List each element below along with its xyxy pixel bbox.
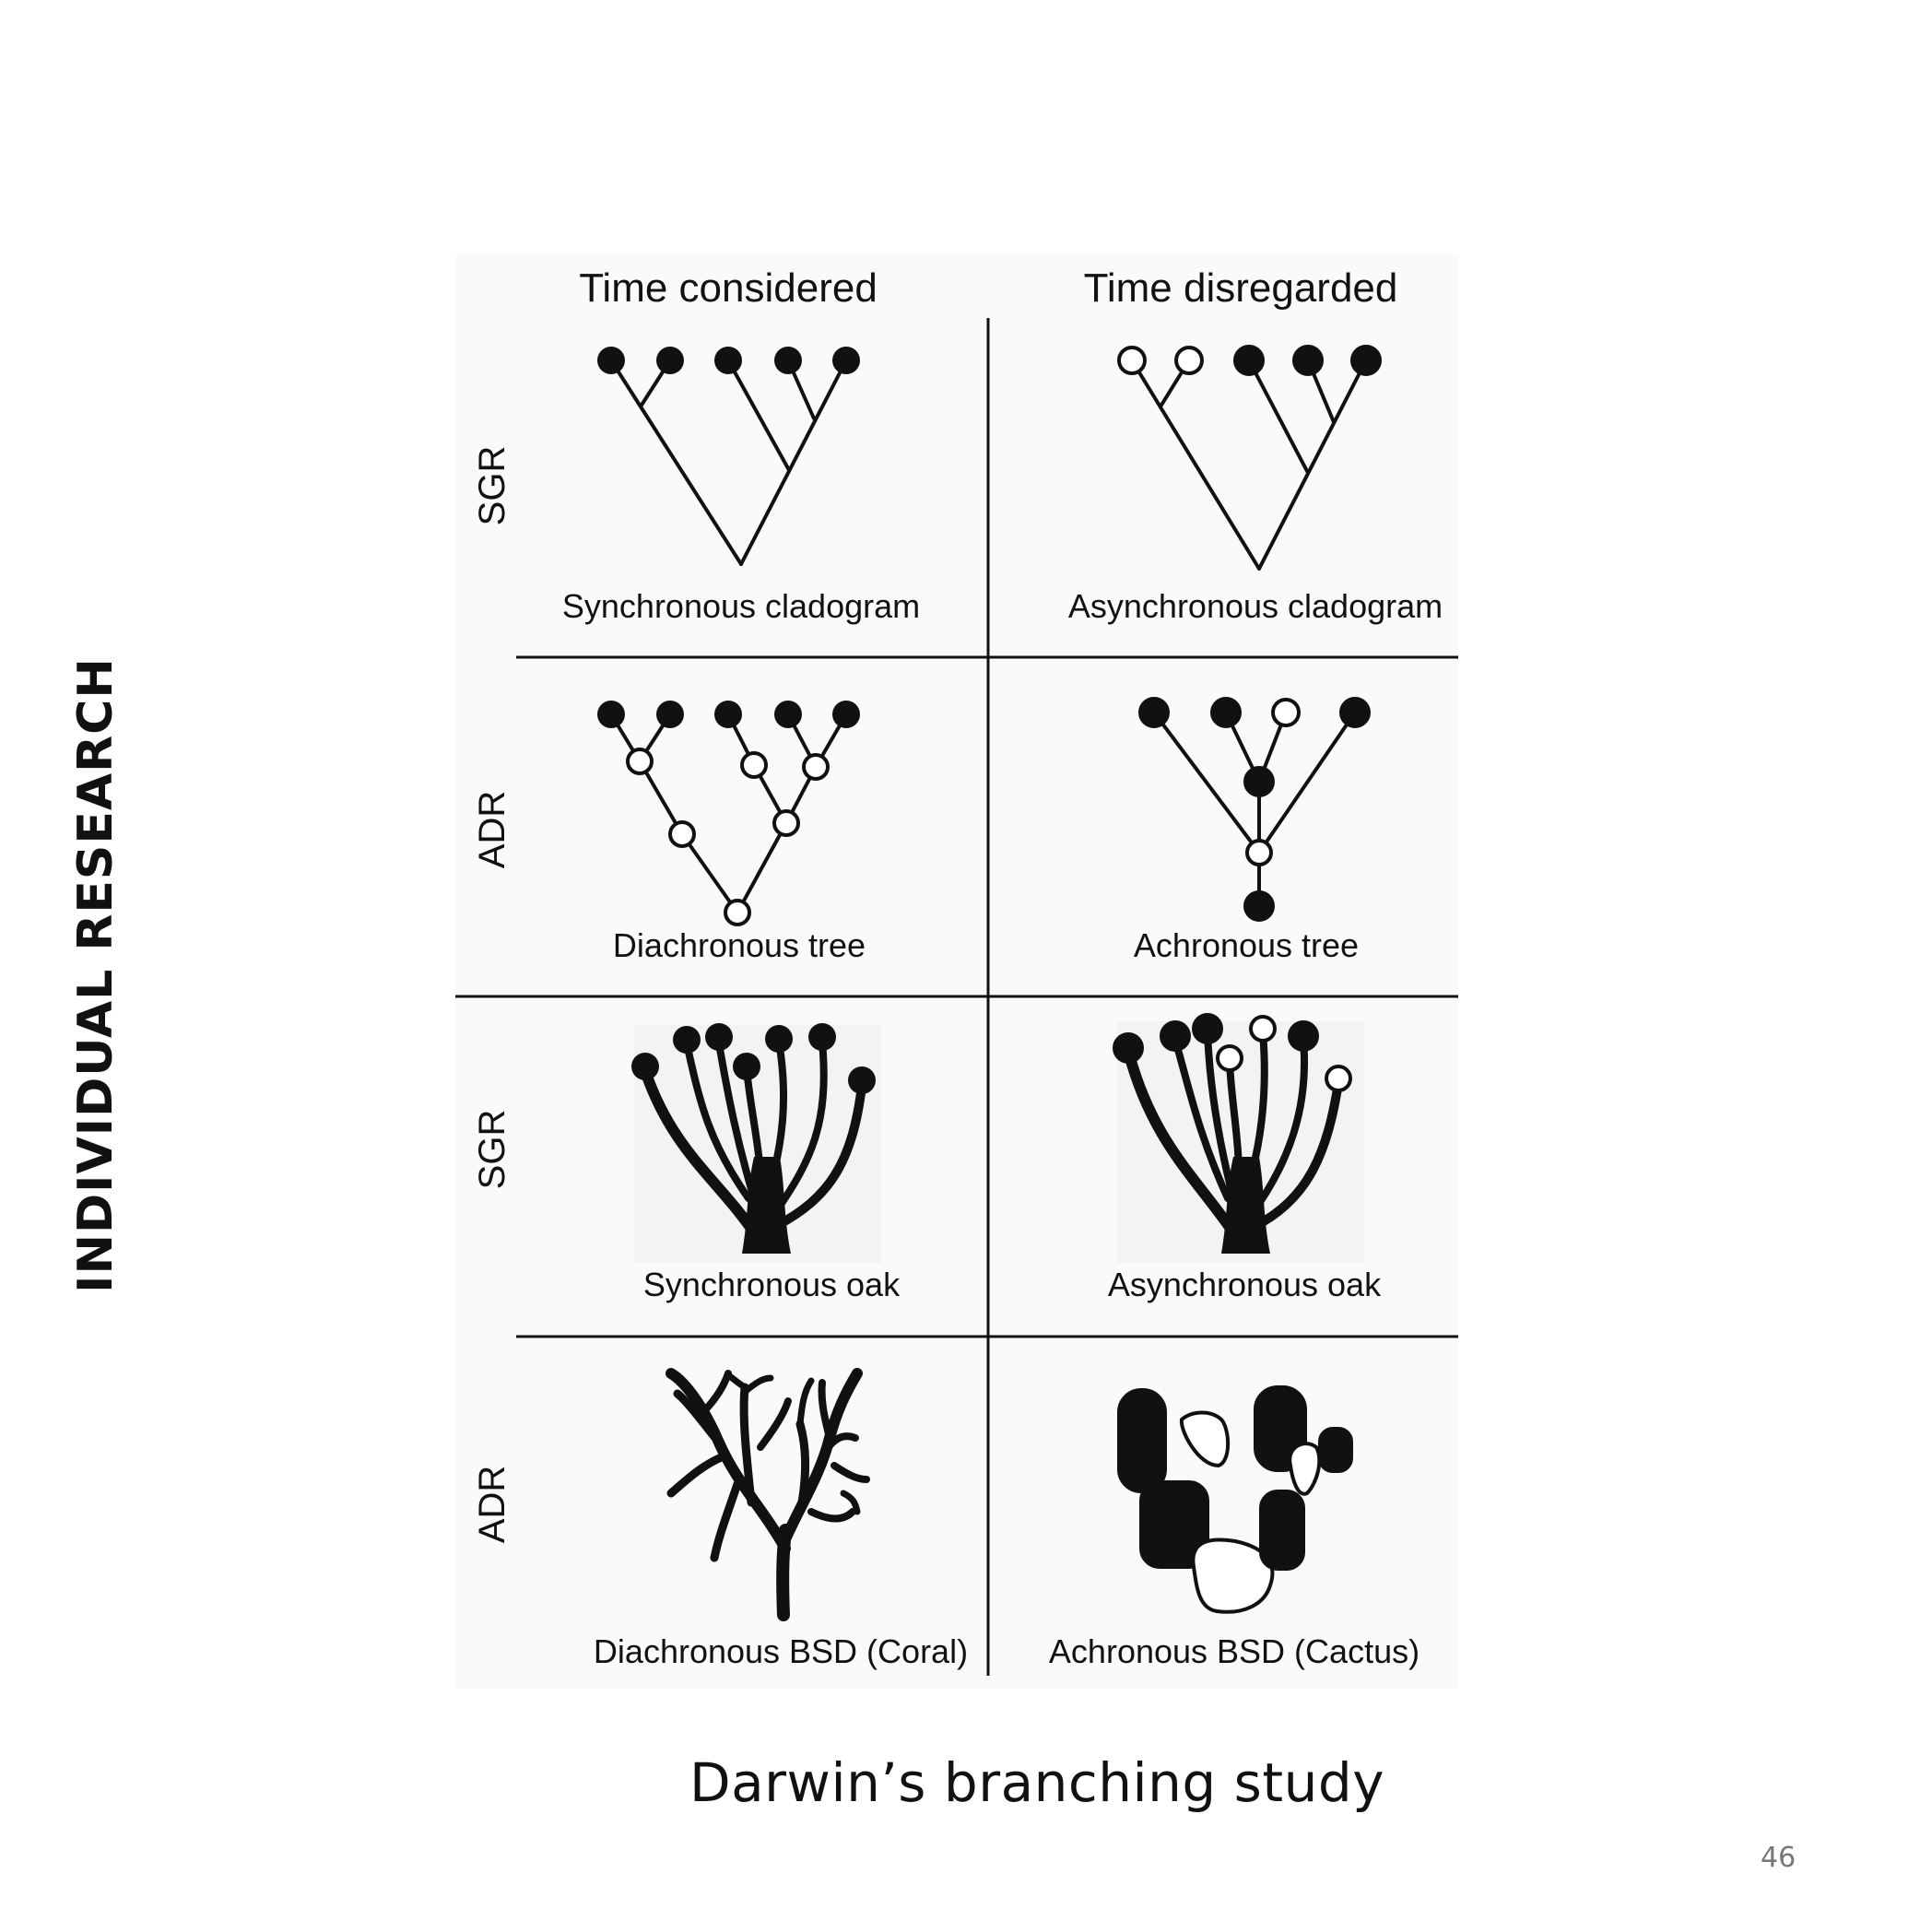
caption-synchronous-oak: Synchronous oak [643, 1266, 901, 1303]
row-label-adr-1: ADR [472, 791, 512, 868]
caption-achronous-tree: Achronous tree [1134, 926, 1359, 964]
achronous-tree [1138, 697, 1371, 922]
caption-asynchronous-cladogram: Asynchronous cladogram [1068, 587, 1443, 625]
asynchronous-cladogram [1117, 345, 1382, 571]
caption-asynchronous-oak: Asynchronous oak [1108, 1266, 1382, 1303]
synchronous-cladogram [597, 347, 860, 566]
slide-caption: Darwin’s branching study [689, 1751, 1385, 1814]
synchronous-oak [631, 1023, 881, 1263]
column-header-time-disregarded: Time disregarded [1084, 265, 1398, 311]
diachronous-coral [666, 1368, 870, 1621]
column-header-time-considered: Time considered [579, 265, 878, 311]
caption-diachronous-coral: Diachronous BSD (Coral) [594, 1632, 968, 1670]
diachronous-tree [597, 701, 860, 926]
caption-achronous-cactus: Achronous BSD (Cactus) [1049, 1632, 1420, 1670]
page-number: 46 [1761, 1842, 1797, 1874]
caption-diachronous-tree: Diachronous tree [613, 926, 866, 964]
row-label-adr-2: ADR [472, 1466, 512, 1543]
row-label-sgr-2: SGR [472, 1110, 512, 1190]
caption-synchronous-cladogram: Synchronous cladogram [562, 587, 920, 625]
row-label-sgr-1: SGR [472, 446, 512, 526]
figure-grid [455, 318, 1458, 1676]
achronous-cactus [1117, 1385, 1353, 1614]
asynchronous-oak [1113, 1013, 1364, 1263]
